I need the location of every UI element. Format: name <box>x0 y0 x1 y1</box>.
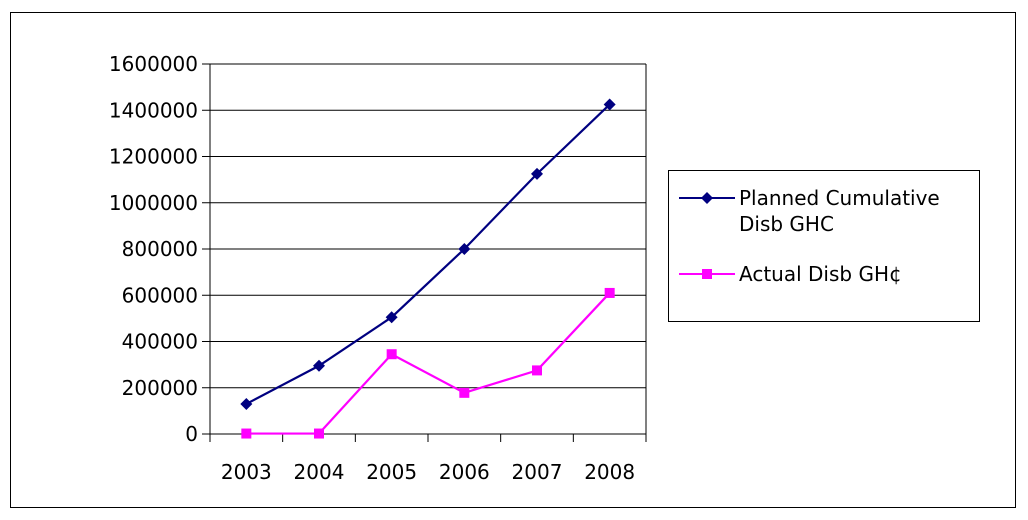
x-tick-label: 2004 <box>294 460 345 484</box>
data-point <box>603 98 616 111</box>
x-tick-label: 2006 <box>439 460 490 484</box>
data-point <box>459 387 470 398</box>
x-tick-label: 2005 <box>366 460 417 484</box>
x-tick-label: 2008 <box>584 460 635 484</box>
data-point <box>385 311 398 324</box>
data-point <box>386 349 397 360</box>
series-line <box>246 292 611 435</box>
tick-labels: 0 200000 400000 600000 800000 1000000 1200000 1… <box>109 52 635 484</box>
data-point <box>314 428 324 439</box>
y-tick-label: 200000 <box>122 376 198 400</box>
series-0 <box>240 98 616 410</box>
legend-label-actual: Actual Disb GH¢ <box>739 262 902 286</box>
data-point <box>532 365 542 376</box>
legend-swatch-actual <box>679 269 735 279</box>
legend-entry-planned: Planned Cumulative Disb GHC <box>669 185 969 237</box>
y-tick-label: 400000 <box>122 330 198 354</box>
data-point <box>531 167 543 180</box>
y-tick-label: 0 <box>185 422 198 446</box>
data-point <box>240 397 253 410</box>
y-tick-label: 800000 <box>122 237 198 261</box>
legend-swatch-planned <box>679 192 735 204</box>
legend-entry-actual: Actual Disb GH¢ <box>669 261 969 287</box>
series-line <box>245 103 611 405</box>
y-tick-label: 1400000 <box>109 98 198 122</box>
legend-label-planned: Planned Cumulative Disb GHC <box>739 186 940 236</box>
y-tick-label: 1600000 <box>109 52 198 76</box>
x-tick-label: 2003 <box>221 460 272 484</box>
gridlines <box>210 63 647 434</box>
y-tick-label: 600000 <box>122 283 198 307</box>
x-tick-label: 2007 <box>512 460 563 484</box>
axes <box>202 63 647 442</box>
data-point <box>604 287 615 298</box>
data-point <box>313 359 325 372</box>
series-layer <box>240 98 616 439</box>
data-point <box>458 243 471 255</box>
legend: Planned Cumulative Disb GHC Actual Disb … <box>668 170 980 322</box>
y-tick-label: 1200000 <box>109 145 198 169</box>
data-point <box>241 428 252 439</box>
series-1 <box>241 287 615 439</box>
y-tick-label: 1000000 <box>109 191 198 215</box>
